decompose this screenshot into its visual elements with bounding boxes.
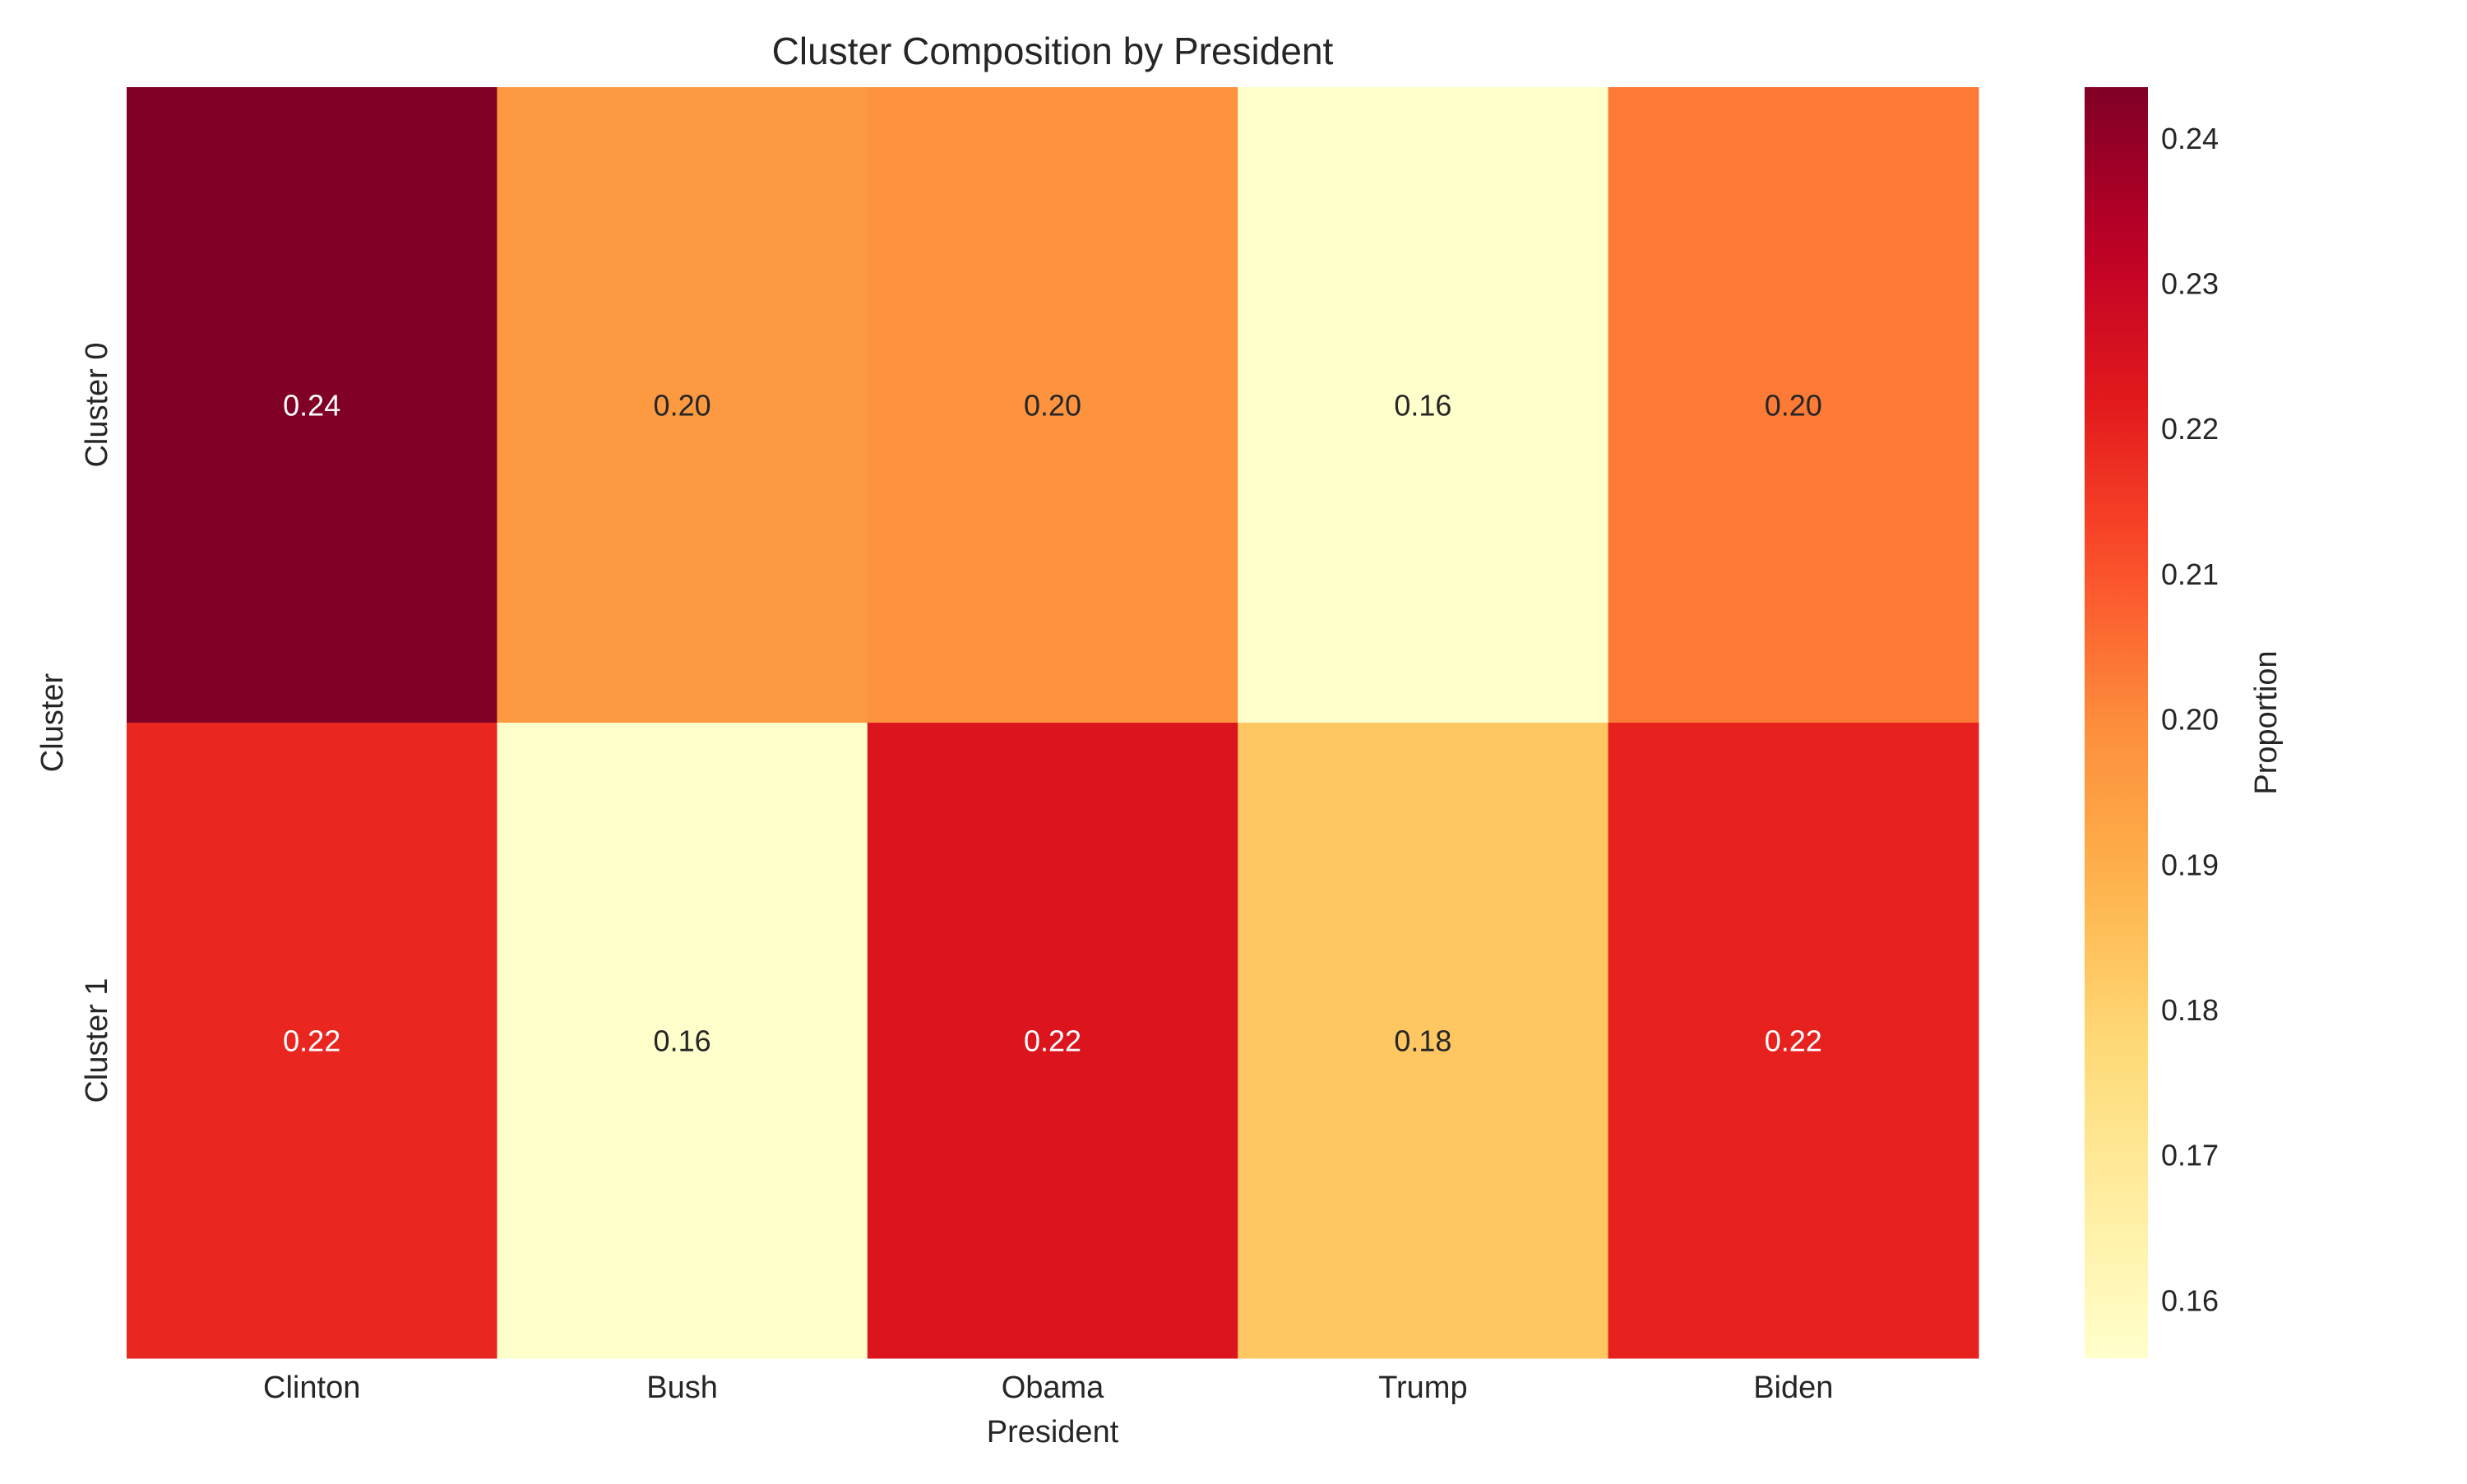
heatmap-cell [497, 87, 868, 724]
heatmap-cell [127, 87, 498, 724]
cell-annotation: 0.20 [1765, 389, 1822, 423]
heatmap-cell [1608, 723, 1979, 1359]
chart-title: Cluster Composition by President [772, 30, 1334, 72]
colorbar-ticks: 0.16 0.17 0.18 0.19 0.20 0.21 0.22 0.23 0.24 [2161, 122, 2219, 1317]
cell-annotation: 0.20 [1024, 389, 1081, 423]
y-axis-label: Cluster [35, 673, 70, 772]
y-tick-label: Cluster 1 [80, 978, 114, 1103]
colorbar-tick-label: 0.16 [2161, 1283, 2219, 1317]
colorbar-label: Proportion [2249, 650, 2284, 794]
x-tick-label: Obama [1002, 1371, 1104, 1405]
heatmap-cells: 0.24 0.20 0.20 0.16 0.20 0.22 0.16 0.22 0.18 0.22 [127, 87, 1979, 1359]
cell-annotation: 0.22 [1765, 1024, 1822, 1058]
cell-annotation: 0.20 [654, 389, 711, 423]
x-tick-labels: Clinton Bush Obama Trump Biden [263, 1371, 1833, 1405]
cell-annotation: 0.16 [654, 1024, 711, 1058]
heatmap-cell [497, 723, 868, 1359]
y-tick-label: Cluster 0 [80, 342, 114, 467]
x-tick-label: Clinton [263, 1371, 360, 1405]
y-tick-labels: Cluster 0 Cluster 1 [80, 342, 114, 1103]
colorbar-tick-label: 0.22 [2161, 412, 2219, 446]
colorbar [2085, 87, 2148, 1358]
colorbar-tick-label: 0.18 [2161, 993, 2219, 1027]
cell-annotation: 0.22 [283, 1024, 340, 1058]
colorbar-tick-label: 0.21 [2161, 557, 2219, 591]
colorbar-tick-label: 0.23 [2161, 267, 2219, 301]
cell-annotation: 0.24 [283, 389, 340, 423]
x-tick-label: Trump [1378, 1371, 1467, 1405]
x-tick-label: Biden [1753, 1371, 1833, 1405]
cell-annotation: 0.16 [1394, 389, 1451, 423]
colorbar-tick-label: 0.24 [2161, 122, 2219, 155]
cell-annotation: 0.22 [1024, 1024, 1081, 1058]
heatmap-cell [1608, 87, 1979, 724]
x-axis-label: President [987, 1415, 1119, 1449]
cell-annotation: 0.18 [1394, 1024, 1451, 1058]
colorbar-tick-label: 0.20 [2161, 703, 2219, 737]
heatmap-cell [1238, 87, 1609, 724]
colorbar-tick-label: 0.17 [2161, 1139, 2219, 1172]
heatmap-cell [127, 723, 498, 1359]
heatmap-cell [1238, 723, 1609, 1359]
heatmap-cell [867, 723, 1238, 1359]
colorbar-tick-label: 0.19 [2161, 848, 2219, 881]
x-tick-label: Bush [646, 1371, 718, 1405]
heatmap-cell [867, 87, 1238, 724]
